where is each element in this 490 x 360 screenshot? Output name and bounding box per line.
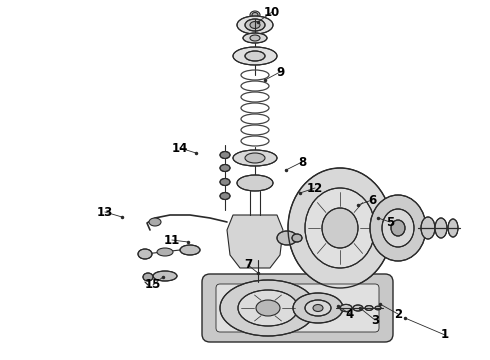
Ellipse shape: [153, 271, 177, 281]
Ellipse shape: [353, 305, 363, 311]
Ellipse shape: [435, 218, 447, 238]
Ellipse shape: [220, 165, 230, 171]
Ellipse shape: [375, 306, 381, 310]
Text: 7: 7: [244, 258, 252, 271]
Ellipse shape: [288, 168, 392, 288]
Ellipse shape: [220, 179, 230, 185]
Ellipse shape: [448, 219, 458, 237]
Ellipse shape: [233, 47, 277, 65]
Text: 11: 11: [164, 234, 180, 247]
Ellipse shape: [250, 11, 260, 19]
Ellipse shape: [292, 234, 302, 242]
Text: 15: 15: [145, 279, 161, 292]
Ellipse shape: [382, 209, 414, 247]
Ellipse shape: [421, 217, 435, 239]
Text: 9: 9: [276, 66, 284, 78]
Text: 14: 14: [172, 141, 188, 154]
Ellipse shape: [180, 245, 200, 255]
Text: 3: 3: [371, 314, 379, 327]
Text: 13: 13: [97, 206, 113, 219]
Text: 4: 4: [346, 307, 354, 320]
Text: 5: 5: [386, 216, 394, 229]
Ellipse shape: [370, 195, 426, 261]
Ellipse shape: [138, 249, 152, 259]
Ellipse shape: [391, 220, 405, 236]
Ellipse shape: [238, 290, 298, 326]
Text: 10: 10: [264, 5, 280, 18]
Ellipse shape: [305, 188, 375, 268]
Ellipse shape: [157, 248, 173, 256]
Ellipse shape: [220, 280, 316, 336]
Ellipse shape: [237, 16, 273, 34]
Ellipse shape: [245, 153, 265, 163]
Ellipse shape: [305, 300, 331, 316]
Ellipse shape: [256, 300, 280, 316]
FancyBboxPatch shape: [202, 274, 393, 342]
Ellipse shape: [365, 306, 373, 310]
Ellipse shape: [220, 193, 230, 199]
Ellipse shape: [340, 305, 352, 312]
Ellipse shape: [322, 208, 358, 248]
Ellipse shape: [233, 150, 277, 166]
Text: 2: 2: [394, 307, 402, 320]
Ellipse shape: [245, 19, 265, 31]
Ellipse shape: [220, 152, 230, 158]
FancyBboxPatch shape: [216, 284, 379, 332]
Ellipse shape: [277, 231, 297, 245]
Ellipse shape: [252, 13, 258, 18]
Text: 1: 1: [441, 328, 449, 342]
Ellipse shape: [243, 33, 267, 43]
Ellipse shape: [237, 175, 273, 191]
Ellipse shape: [149, 218, 161, 226]
Text: 8: 8: [298, 156, 306, 168]
Ellipse shape: [313, 305, 323, 311]
Text: 12: 12: [307, 181, 323, 194]
Ellipse shape: [245, 51, 265, 61]
Ellipse shape: [293, 293, 343, 323]
Text: 6: 6: [368, 194, 376, 207]
Ellipse shape: [250, 35, 260, 41]
Ellipse shape: [250, 22, 260, 28]
Ellipse shape: [143, 273, 153, 281]
Polygon shape: [227, 215, 283, 268]
